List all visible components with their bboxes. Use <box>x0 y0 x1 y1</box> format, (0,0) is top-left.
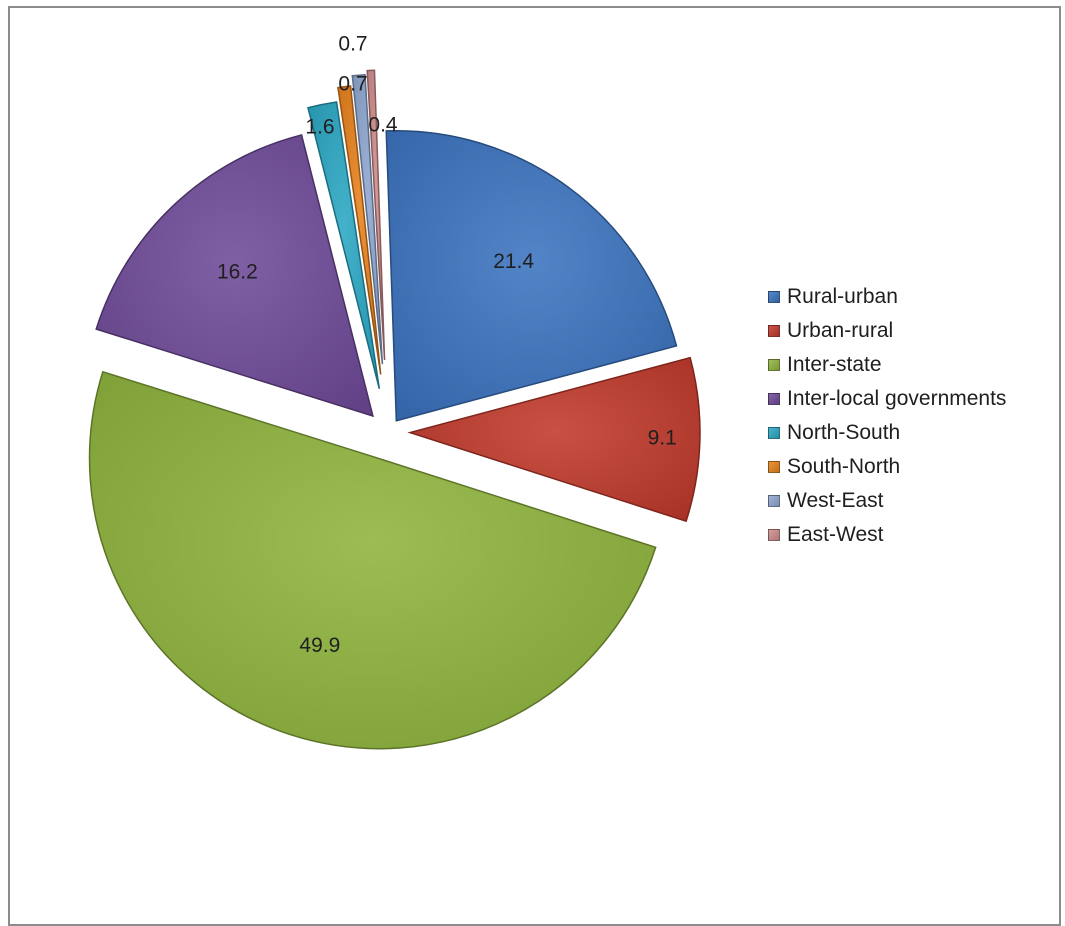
legend-item-south-north: South-North <box>768 450 1006 484</box>
legend-label: Inter-local governments <box>787 387 1007 410</box>
data-label-north-south: 1.6 <box>305 116 334 139</box>
pie-slice-inter-state <box>88 370 657 750</box>
legend-item-inter-local-governments: Inter-local governments <box>768 382 1006 416</box>
pie-slice-east-west <box>366 69 386 361</box>
legend-swatch <box>768 461 780 473</box>
legend-item-north-south: North-South <box>768 416 1006 450</box>
data-label-inter-local-governments: 16.2 <box>217 260 258 283</box>
legend-item-rural-urban: Rural-urban <box>768 280 1006 314</box>
legend-swatch <box>768 325 780 337</box>
data-label-south-north: 0.7 <box>338 73 367 96</box>
legend-item-inter-state: Inter-state <box>768 348 1006 382</box>
legend-item-urban-rural: Urban-rural <box>768 314 1006 348</box>
legend-label: South-North <box>787 455 901 478</box>
legend-item-west-east: West-East <box>768 484 1006 518</box>
legend-swatch <box>768 529 780 541</box>
legend-item-east-west: East-West <box>768 518 1006 552</box>
legend-label: West-East <box>787 489 884 512</box>
data-label-rural-urban: 21.4 <box>493 250 534 273</box>
legend: Rural-urban Urban-rural Inter-state Inte… <box>768 280 1006 552</box>
legend-swatch <box>768 495 780 507</box>
legend-swatch <box>768 359 780 371</box>
pie-slice-north-south <box>307 101 381 390</box>
pie-slice-west-east <box>351 73 384 365</box>
data-label-inter-state: 49.9 <box>299 634 340 657</box>
pie-slice-inter-local-governments <box>95 134 374 418</box>
legend-label: Inter-state <box>787 353 882 376</box>
pie-slice-rural-urban <box>385 130 678 422</box>
pie-data-labels: 21.49.149.916.21.60.70.70.4 <box>217 33 677 658</box>
legend-label: Urban-rural <box>787 319 894 342</box>
legend-label: North-South <box>787 421 901 444</box>
pie-slice-urban-rural <box>407 356 701 523</box>
pie-slices <box>88 69 701 750</box>
legend-label: Rural-urban <box>787 285 898 308</box>
legend-swatch <box>768 291 780 303</box>
legend-swatch <box>768 427 780 439</box>
data-label-east-west: 0.4 <box>368 114 398 137</box>
data-label-west-east: 0.7 <box>338 33 367 56</box>
data-label-urban-rural: 9.1 <box>648 426 677 449</box>
pie-slice-south-north <box>337 85 382 375</box>
legend-label: East-West <box>787 523 884 546</box>
legend-swatch <box>768 393 780 405</box>
